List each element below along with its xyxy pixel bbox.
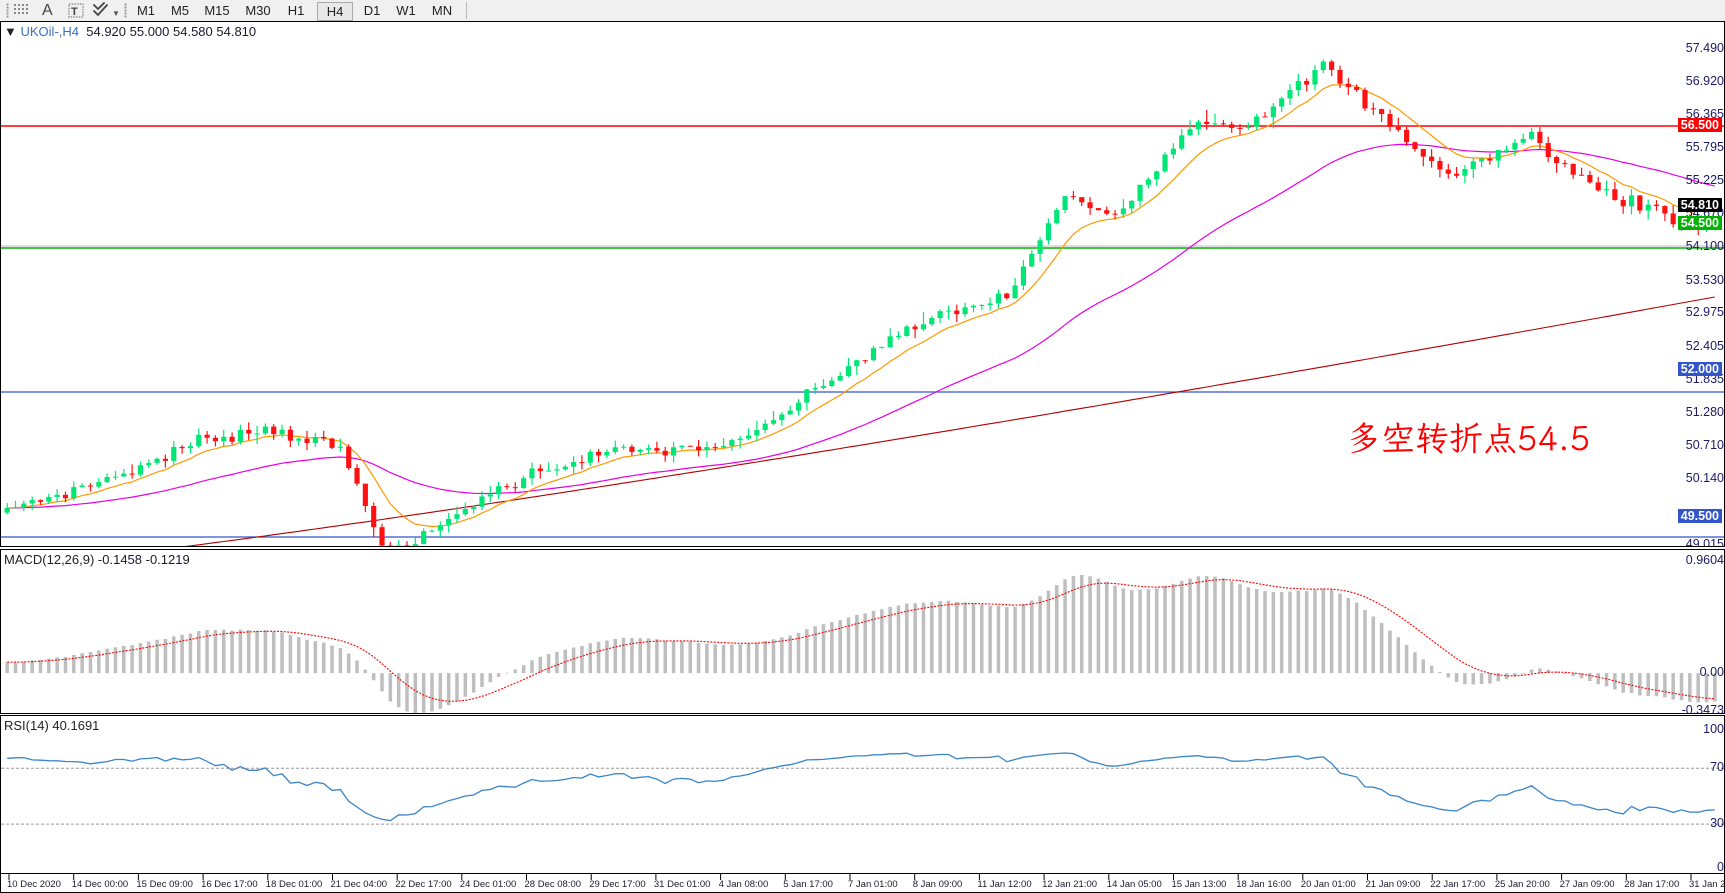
svg-text:T: T — [71, 6, 78, 18]
